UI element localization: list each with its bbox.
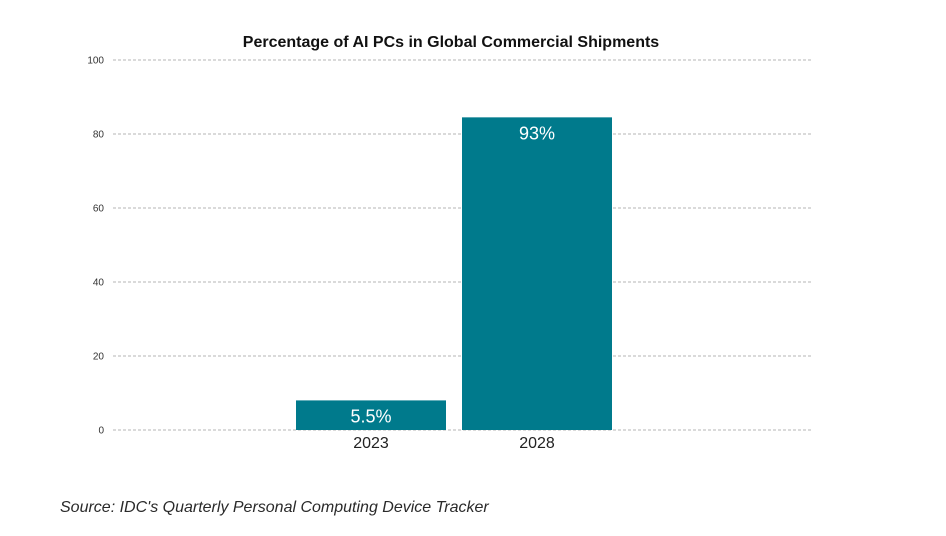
- data-label-2023: 5.5%: [350, 406, 391, 426]
- source-note: Source: IDC's Quarterly Personal Computi…: [60, 499, 489, 516]
- y-tick-label: 100: [87, 56, 104, 67]
- chart-title: Percentage of AI PCs in Global Commercia…: [243, 34, 660, 51]
- bar-2028: [462, 117, 612, 430]
- x-axis-categories: 2023 2028: [353, 435, 555, 452]
- y-tick-label: 60: [93, 204, 105, 215]
- bar-2023: [296, 400, 446, 430]
- y-tick-label: 80: [93, 130, 105, 141]
- bars: [296, 117, 612, 430]
- data-label-2028: 93%: [519, 123, 555, 143]
- y-tick-label: 0: [98, 426, 104, 437]
- bar-chart: Percentage of AI PCs in Global Commercia…: [87, 34, 811, 452]
- x-category-label: 2028: [519, 435, 555, 452]
- data-labels: 5.5% 93%: [350, 123, 555, 426]
- y-tick-label: 20: [93, 352, 105, 363]
- y-axis-ticks: 0 20 40 60 80 100: [87, 56, 104, 437]
- gridlines: [113, 59, 811, 431]
- y-tick-label: 40: [93, 278, 105, 289]
- x-category-label: 2023: [353, 435, 389, 452]
